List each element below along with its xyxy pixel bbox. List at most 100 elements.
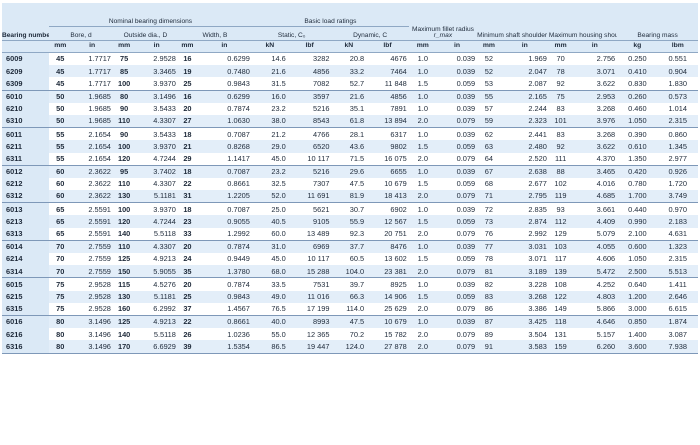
bearing-number-cell: 6009 [2,52,50,66]
table-cell: 1.050 [628,254,647,264]
unit-cell: kN [251,40,288,53]
header-basic-load: Basic load ratings [251,3,409,27]
table-cell: 2.9528 [88,304,111,314]
table-cell: 2.0 [417,153,428,163]
table-cell: 3.087 [668,329,688,339]
table-cell: 3.622 [572,140,618,153]
unit-cell: in [436,40,478,53]
table-cell: 9105 [287,215,332,228]
table-cell: 3.465 [572,164,618,178]
table-row: 6009 45 1.7717 75 2.9528 16 0.6299 14.6 3282 20.8… [2,52,698,66]
table-cell: 3.622 [596,78,616,88]
table-cell: 3.661 [572,202,618,216]
table-row: 6209 45 1.7717 85 3.3465 19 0.7480 21.6 4856 33.2… [2,65,698,78]
table-cell: 3.425 [500,314,549,329]
table-cell: 1.3780 [196,265,252,278]
table-cell: 18 [177,127,197,141]
table-cell: 55 [49,140,72,153]
table-cell: 70 [56,254,65,264]
table-cell: 33.5 [251,277,288,291]
table-cell: 21.2 [251,127,288,141]
table-cell: 0.039 [456,104,476,114]
table-cell: 1.050 [617,114,658,128]
table-cell: 68.0 [251,265,288,278]
table-cell: 70 [548,52,573,66]
table-cell: 83 [477,290,501,303]
table-cell: 80 [49,314,72,329]
table-cell: 31.5 [271,78,286,88]
table-cell: 20.8 [331,52,367,66]
table-cell: 0.9843 [227,78,250,88]
table-cell: 23 381 [366,265,409,278]
table-cell: 2.9528 [71,290,113,303]
table-cell: 0.260 [617,89,658,103]
table-cell: 4766 [287,127,332,141]
bearing-number-cell: 6011 [2,127,50,141]
table-cell: 2.1654 [71,140,113,153]
table-cell: 1.5 [417,254,428,264]
table-cell: 0.904 [657,65,698,78]
unit-cell: lbf [366,40,409,53]
table-cell: 2.646 [657,290,698,303]
table-cell: 2.315 [657,114,698,128]
table-cell: 2.441 [500,127,549,141]
table-cell: 1.969 [500,52,549,66]
table-cell: 6.2992 [153,304,176,314]
table-cell: 2.7559 [71,265,113,278]
table-cell: 3282 [287,52,332,66]
table-cell: 72 [477,202,501,216]
table-cell: 103 [548,239,573,253]
table-cell: 130 [112,290,136,303]
table-cell: 80 [112,89,136,103]
table-cell: 1.0 [408,202,437,216]
table-cell: 2.874 [500,215,549,228]
table-cell: 55 [477,89,501,103]
table-cell: 2.7559 [88,254,111,264]
table-cell: 4.3307 [153,179,176,189]
table-cell: 83 [548,127,573,141]
table-cell: 30.7 [331,202,367,216]
table-cell: 61.8 [331,114,367,128]
table-cell: 65 [56,229,65,239]
table-cell: 86.5 [251,340,288,354]
bearing-number-cell: 6209 [2,65,50,78]
table-cell: 0.039 [436,127,478,141]
table-cell: 0.440 [617,202,658,216]
table-cell: 43.6 [331,140,367,153]
table-cell: 64 [484,153,493,163]
unit-cell: in [196,40,252,53]
table-cell: 2.0 [417,304,428,314]
table-cell: 0.079 [456,229,476,239]
bearing-number-cell: 6015 [2,277,50,291]
table-cell: 2.244 [528,104,547,114]
table-cell: 0.6299 [196,89,252,103]
table-cell: 1.7717 [71,52,113,66]
table-cell: 1.2992 [227,229,250,239]
table-cell: 0.250 [617,52,658,66]
table-cell: 1.0 [408,52,437,66]
table-cell: 71.5 [349,153,365,163]
table-cell: 60 [49,164,72,178]
bearing-number-cell: 6213 [2,215,50,228]
table-cell: 2.520 [528,153,547,163]
table-cell: 139 [548,265,573,278]
table-cell: 1.7717 [88,78,111,88]
table-cell: 1.400 [628,329,647,339]
table-cell: 3.268 [500,290,549,303]
table-cell: 9802 [366,140,409,153]
bearing-number-cell: 6012 [2,164,50,178]
table-cell: 3.583 [500,340,549,354]
table-cell: 1.0 [408,89,437,103]
table-cell: 29.0 [251,140,288,153]
bearing-number-cell: 6316 [2,340,50,354]
table-cell: 20 751 [384,229,407,239]
table-row: 6012 60 2.3622 95 3.7402 18 0.7087 23.2 5216 29.6… [2,164,698,178]
table-cell: 3.9370 [135,202,178,216]
table-cell: 11 016 [287,290,332,303]
table-cell: 0.059 [436,140,478,153]
table-cell: 3.1496 [71,314,113,329]
table-cell: 3.5433 [153,104,176,114]
table-cell: 3.976 [572,114,618,128]
table-cell: 129 [554,229,567,239]
table-cell: 2.835 [500,202,549,216]
